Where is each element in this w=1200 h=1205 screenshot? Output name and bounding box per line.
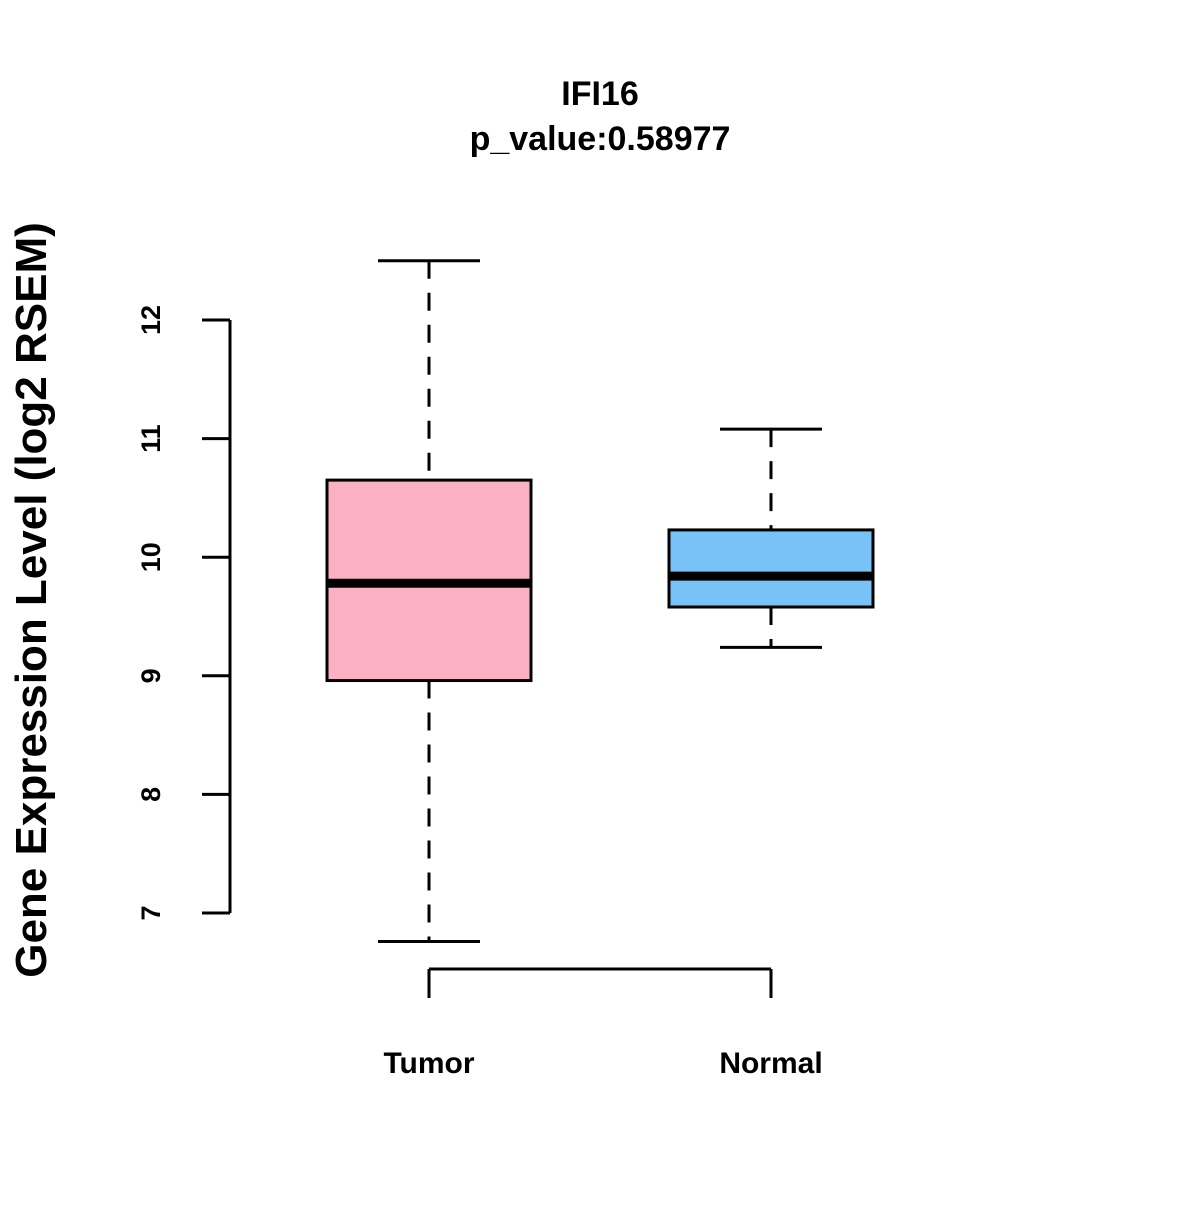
y-tick-label: 8 — [136, 787, 166, 802]
y-tick-label: 7 — [136, 905, 166, 920]
iqr-box — [667, 528, 875, 609]
chart-title: IFI16 — [561, 75, 638, 113]
y-tick-label: 12 — [136, 305, 166, 335]
y-tick-label: 11 — [136, 424, 166, 453]
x-axis: Tumor Normal — [383, 967, 823, 1080]
y-axis-label: Gene Expression Level (log2 RSEM) — [7, 222, 56, 978]
x-tick-label: Normal — [719, 1047, 822, 1080]
chart-subtitle: p_value:0.58977 — [470, 120, 731, 158]
boxes-group — [325, 259, 875, 943]
x-tick-label: Tumor — [383, 1047, 474, 1080]
y-axis: 7 8 9 10 11 12 — [136, 305, 232, 921]
box-tumor — [325, 259, 533, 943]
y-tick-label: 10 — [136, 542, 166, 572]
y-tick-label: 9 — [136, 668, 166, 683]
box-normal — [667, 427, 875, 649]
